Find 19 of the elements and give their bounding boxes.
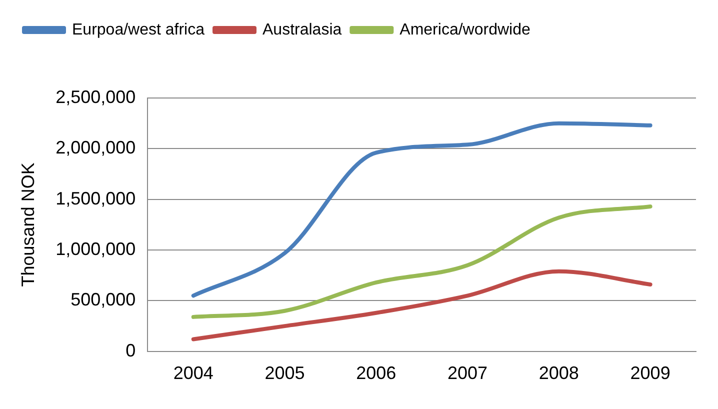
x-tick-label: 2006: [356, 363, 396, 384]
y-tick-label: 2,000,000: [56, 138, 136, 158]
y-tick-label: 1,500,000: [56, 188, 136, 208]
legend-label: Australasia: [262, 21, 342, 38]
y-tick-label: 1,000,000: [56, 239, 136, 260]
legend-label: America/wordwide: [400, 21, 530, 38]
legend-label: Eurpoa/west africa: [72, 21, 205, 38]
line-series: [191, 204, 652, 319]
y-tick-label: 0: [126, 340, 136, 360]
y-tick-label: 500,000: [70, 290, 136, 310]
x-tick-label: 2008: [538, 363, 579, 384]
line-series: [191, 269, 652, 342]
x-tick-label: 2007: [448, 363, 488, 384]
y-axis-title: Thousand NOK: [18, 162, 38, 287]
line-series: [191, 121, 652, 298]
x-tick-label: 2005: [264, 363, 305, 384]
x-tick-label: 2004: [173, 363, 214, 384]
x-tick-label: 2009: [630, 363, 670, 384]
y-tick-label: 2,500,000: [56, 86, 136, 107]
